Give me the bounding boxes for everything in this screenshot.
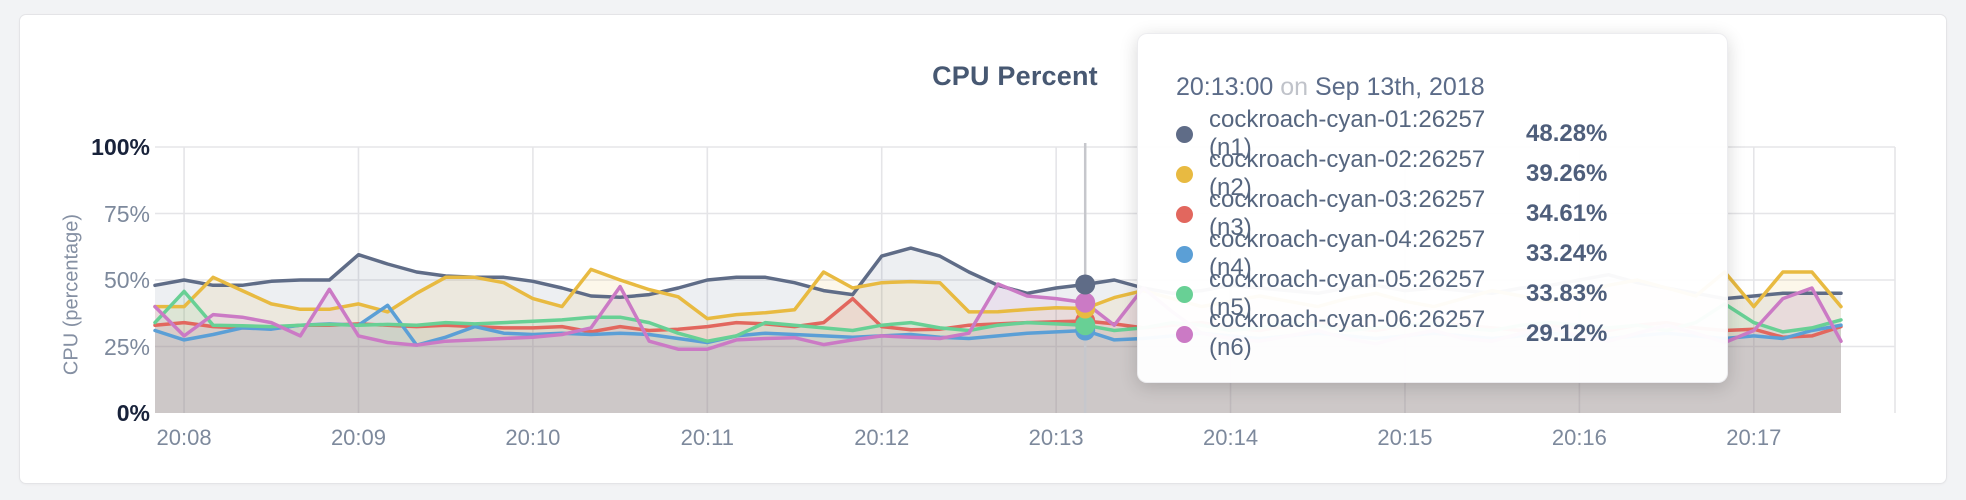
hover-dot [1075, 315, 1096, 336]
x-tick-label: 20:15 [1377, 425, 1433, 450]
x-tick-label: 20:10 [505, 425, 561, 450]
tooltip-series-name: cockroach-cyan-02:26257 (n2) [1209, 146, 1486, 201]
y-tick-label: 75% [103, 200, 150, 227]
tooltip-date: Sep 13th, 2018 [1315, 73, 1485, 101]
series-area-fill [155, 305, 1841, 413]
tooltip-series-value: 39.26% [1526, 160, 1608, 187]
tooltip-header: 20:13:00 on Sep 13th, 2018 [1176, 72, 1697, 102]
tooltip-series-row: cockroach-cyan-06:26257 (n6) 29.12% [1176, 306, 1697, 361]
series-color-dot-icon [1176, 285, 1193, 303]
y-tick-label: 100% [91, 134, 150, 160]
x-tick-label: 20:13 [1028, 425, 1084, 450]
y-tick-label: 50% [103, 267, 150, 293]
tooltip-series-value: 33.83% [1526, 280, 1608, 307]
series-color-dot-icon [1176, 245, 1193, 263]
tooltip-time: 20:13:00 [1176, 73, 1274, 101]
series-color-dot-icon [1176, 125, 1193, 143]
tooltip-series-row: cockroach-cyan-03:26257 (n3) 34.61% [1176, 186, 1697, 241]
tooltip-series-name: cockroach-cyan-01:26257 (n1) [1209, 106, 1486, 161]
tooltip-series-value: 48.28% [1526, 120, 1608, 147]
tooltip-conjunction: on [1280, 73, 1309, 101]
tooltip-series-row: cockroach-cyan-01:26257 (n1) 48.28% [1176, 106, 1697, 161]
series-color-dot-icon [1176, 325, 1193, 343]
series-color-dot-icon [1176, 205, 1193, 223]
hover-dot [1075, 292, 1096, 313]
x-tick-label: 20:09 [330, 425, 386, 450]
y-tick-label: 0% [116, 400, 150, 426]
hover-dot [1075, 274, 1096, 295]
x-tick-label: 20:11 [680, 425, 734, 450]
series-color-dot-icon [1176, 165, 1193, 183]
x-tick-label: 20:14 [1203, 425, 1259, 450]
tooltip-series-name: cockroach-cyan-04:26257 (n4) [1209, 226, 1486, 281]
x-tick-label: 20:16 [1551, 425, 1607, 450]
x-tick-label: 20:17 [1726, 425, 1782, 450]
tooltip-series-name: cockroach-cyan-03:26257 (n3) [1209, 186, 1486, 241]
tooltip-series-row: cockroach-cyan-02:26257 (n2) 39.26% [1176, 146, 1697, 201]
y-tick-label: 25% [103, 333, 150, 360]
tooltip-series-value: 34.61% [1526, 200, 1608, 227]
x-tick-label: 20:08 [156, 425, 212, 450]
tooltip-series-list: cockroach-cyan-01:26257 (n1) 48.28% cockro… [1176, 106, 1697, 361]
tooltip-series-name: cockroach-cyan-06:26257 (n6) [1209, 306, 1486, 361]
tooltip-series-row: cockroach-cyan-05:26257 (n5) 33.83% [1176, 266, 1697, 321]
tooltip-series-value: 33.24% [1526, 240, 1608, 267]
chart-title: CPU Percent [932, 61, 1098, 91]
hover-tooltip: 20:13:00 on Sep 13th, 2018 cockroach-cya… [1137, 33, 1728, 383]
tooltip-series-row: cockroach-cyan-04:26257 (n4) 33.24% [1176, 226, 1697, 281]
x-tick-label: 20:12 [854, 425, 910, 450]
tooltip-series-value: 29.12% [1526, 320, 1608, 347]
tooltip-series-name: cockroach-cyan-05:26257 (n5) [1209, 266, 1486, 321]
